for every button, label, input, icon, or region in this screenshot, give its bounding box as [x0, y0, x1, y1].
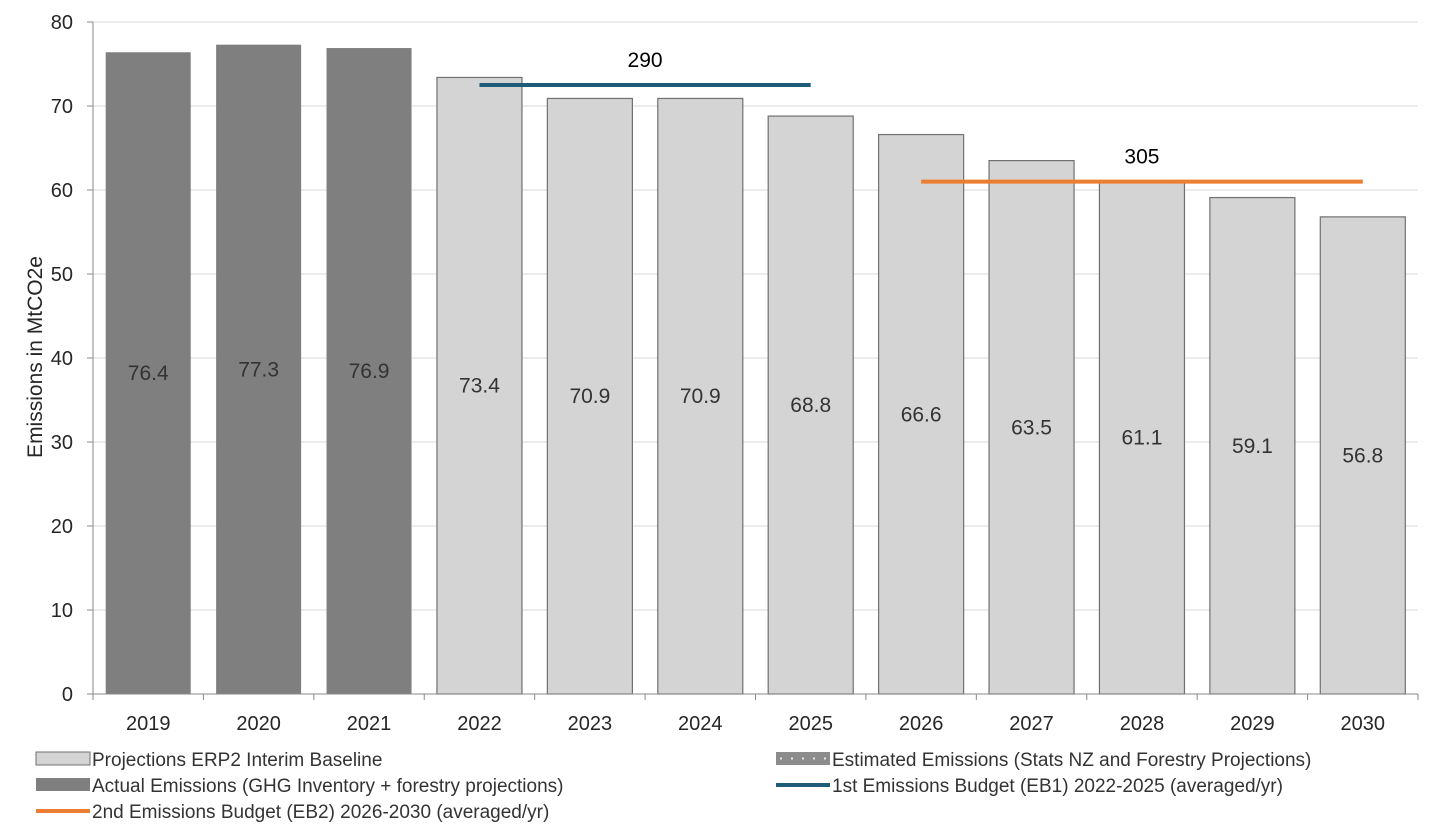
bars	[105, 44, 1406, 695]
x-tick-label: 2026	[899, 713, 944, 735]
bar-value-label: 76.4	[128, 362, 169, 385]
bar	[216, 44, 302, 695]
legend: Projections ERP2 Interim Baseline Estimat…	[35, 750, 1311, 823]
x-tick-label: 2021	[347, 713, 392, 735]
bar-value-label: 76.9	[349, 360, 390, 383]
y-tick-label: 30	[51, 432, 73, 454]
x-tick-label: 2024	[678, 713, 723, 735]
legend-label: Estimated Emissions (Stats NZ and Forest…	[832, 750, 1311, 771]
bar-value-label: 66.6	[901, 403, 942, 426]
legend-swatch	[35, 751, 91, 766]
bar-value-label: 73.4	[459, 375, 500, 398]
legend-item-eb2: 2nd Emissions Budget (EB2) 2026-2030 (av…	[36, 802, 549, 823]
y-tick-label: 20	[51, 516, 73, 538]
y-tick-label: 0	[62, 684, 73, 706]
bar	[657, 97, 744, 695]
legend-swatch	[36, 778, 90, 791]
x-tick-label: 2029	[1230, 713, 1275, 735]
legend-label: 2nd Emissions Budget (EB2) 2026-2030 (av…	[92, 802, 549, 823]
legend-label: Actual Emissions (GHG Inventory + forest…	[92, 776, 563, 797]
legend-item-eb1: 1st Emissions Budget (EB1) 2022-2025 (av…	[776, 776, 1283, 797]
x-tick-label: 2022	[457, 713, 502, 735]
y-tick-label: 10	[51, 600, 73, 622]
bar-value-label: 70.9	[569, 385, 610, 408]
y-tick-label: 40	[51, 348, 73, 370]
bar	[105, 52, 191, 695]
bar-value-label: 77.3	[238, 358, 279, 381]
y-axis-title: Emissions in MtCO2e	[24, 256, 47, 458]
x-tick-label: 2027	[1009, 713, 1054, 735]
legend-item-actual: Actual Emissions (GHG Inventory + forest…	[36, 776, 563, 797]
bar-value-label: 59.1	[1232, 435, 1273, 458]
y-tick-label: 80	[51, 12, 73, 34]
bar-value-label: 63.5	[1011, 416, 1052, 439]
y-tick-label: 50	[51, 264, 73, 286]
legend-item-projection: Projections ERP2 Interim Baseline	[35, 750, 382, 771]
x-tick-label: 2019	[126, 713, 171, 735]
bar	[546, 97, 633, 695]
bar	[878, 133, 965, 695]
x-tick-label: 2023	[568, 713, 613, 735]
budget-label-eb2: 305	[1124, 146, 1159, 169]
bar-value-label: 56.8	[1342, 444, 1383, 467]
budget-lines: 290 305	[479, 49, 1363, 184]
bar	[988, 160, 1075, 695]
bar	[1319, 216, 1406, 695]
x-tick-label: 2030	[1341, 713, 1386, 735]
y-tick-label: 60	[51, 180, 73, 202]
gridlines	[93, 21, 1418, 611]
bar-value-label: 70.9	[680, 385, 721, 408]
x-tick-label: 2025	[788, 713, 833, 735]
bar	[767, 115, 854, 695]
x-tick-label: 2020	[236, 713, 281, 735]
legend-item-estimated: Estimated Emissions (Stats NZ and Forest…	[776, 750, 1311, 771]
bar	[1209, 196, 1296, 695]
bar	[326, 48, 412, 695]
data-labels: 76.4 77.3 76.9 73.4 70.9 70.9 68.8 66.6 63.5 61.1…	[128, 358, 1383, 467]
bar-value-label: 68.8	[790, 394, 831, 417]
legend-label: 1st Emissions Budget (EB1) 2022-2025 (av…	[832, 776, 1283, 797]
budget-label-eb1: 290	[628, 49, 663, 72]
x-tick-label: 2028	[1120, 713, 1165, 735]
y-tick-label: 70	[51, 96, 73, 118]
legend-label: Projections ERP2 Interim Baseline	[92, 750, 382, 771]
bar	[436, 76, 523, 695]
bar-value-label: 61.1	[1122, 426, 1163, 449]
